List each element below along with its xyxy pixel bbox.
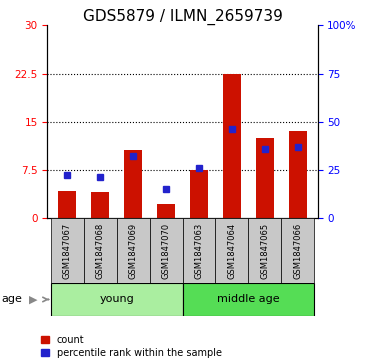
Bar bbox=[124, 150, 142, 218]
Bar bbox=[117, 218, 150, 283]
Bar bbox=[84, 218, 117, 283]
Text: GSM1847064: GSM1847064 bbox=[227, 223, 237, 278]
Text: middle age: middle age bbox=[217, 294, 280, 305]
Text: GSM1847065: GSM1847065 bbox=[260, 223, 269, 278]
Text: GSM1847070: GSM1847070 bbox=[162, 223, 170, 278]
Bar bbox=[190, 170, 208, 218]
Bar bbox=[182, 218, 215, 283]
Bar bbox=[223, 73, 241, 218]
Text: GSM1847067: GSM1847067 bbox=[63, 223, 72, 278]
Text: age: age bbox=[2, 294, 23, 305]
Bar bbox=[51, 283, 182, 316]
Bar bbox=[215, 218, 248, 283]
Text: ▶: ▶ bbox=[28, 294, 37, 305]
Text: GDS5879 / ILMN_2659739: GDS5879 / ILMN_2659739 bbox=[82, 9, 283, 25]
Bar bbox=[289, 131, 307, 218]
Text: GSM1847066: GSM1847066 bbox=[293, 223, 302, 278]
Text: GSM1847069: GSM1847069 bbox=[128, 223, 138, 278]
Bar bbox=[91, 192, 109, 218]
Bar bbox=[256, 138, 274, 218]
Legend: count, percentile rank within the sample: count, percentile rank within the sample bbox=[41, 335, 222, 358]
Bar bbox=[51, 218, 84, 283]
Bar bbox=[157, 204, 175, 218]
Text: GSM1847063: GSM1847063 bbox=[195, 223, 203, 278]
Bar bbox=[182, 283, 314, 316]
Bar bbox=[58, 191, 76, 218]
Text: young: young bbox=[99, 294, 134, 305]
Bar bbox=[248, 218, 281, 283]
Bar bbox=[150, 218, 182, 283]
Text: GSM1847068: GSM1847068 bbox=[96, 223, 105, 278]
Bar bbox=[281, 218, 314, 283]
